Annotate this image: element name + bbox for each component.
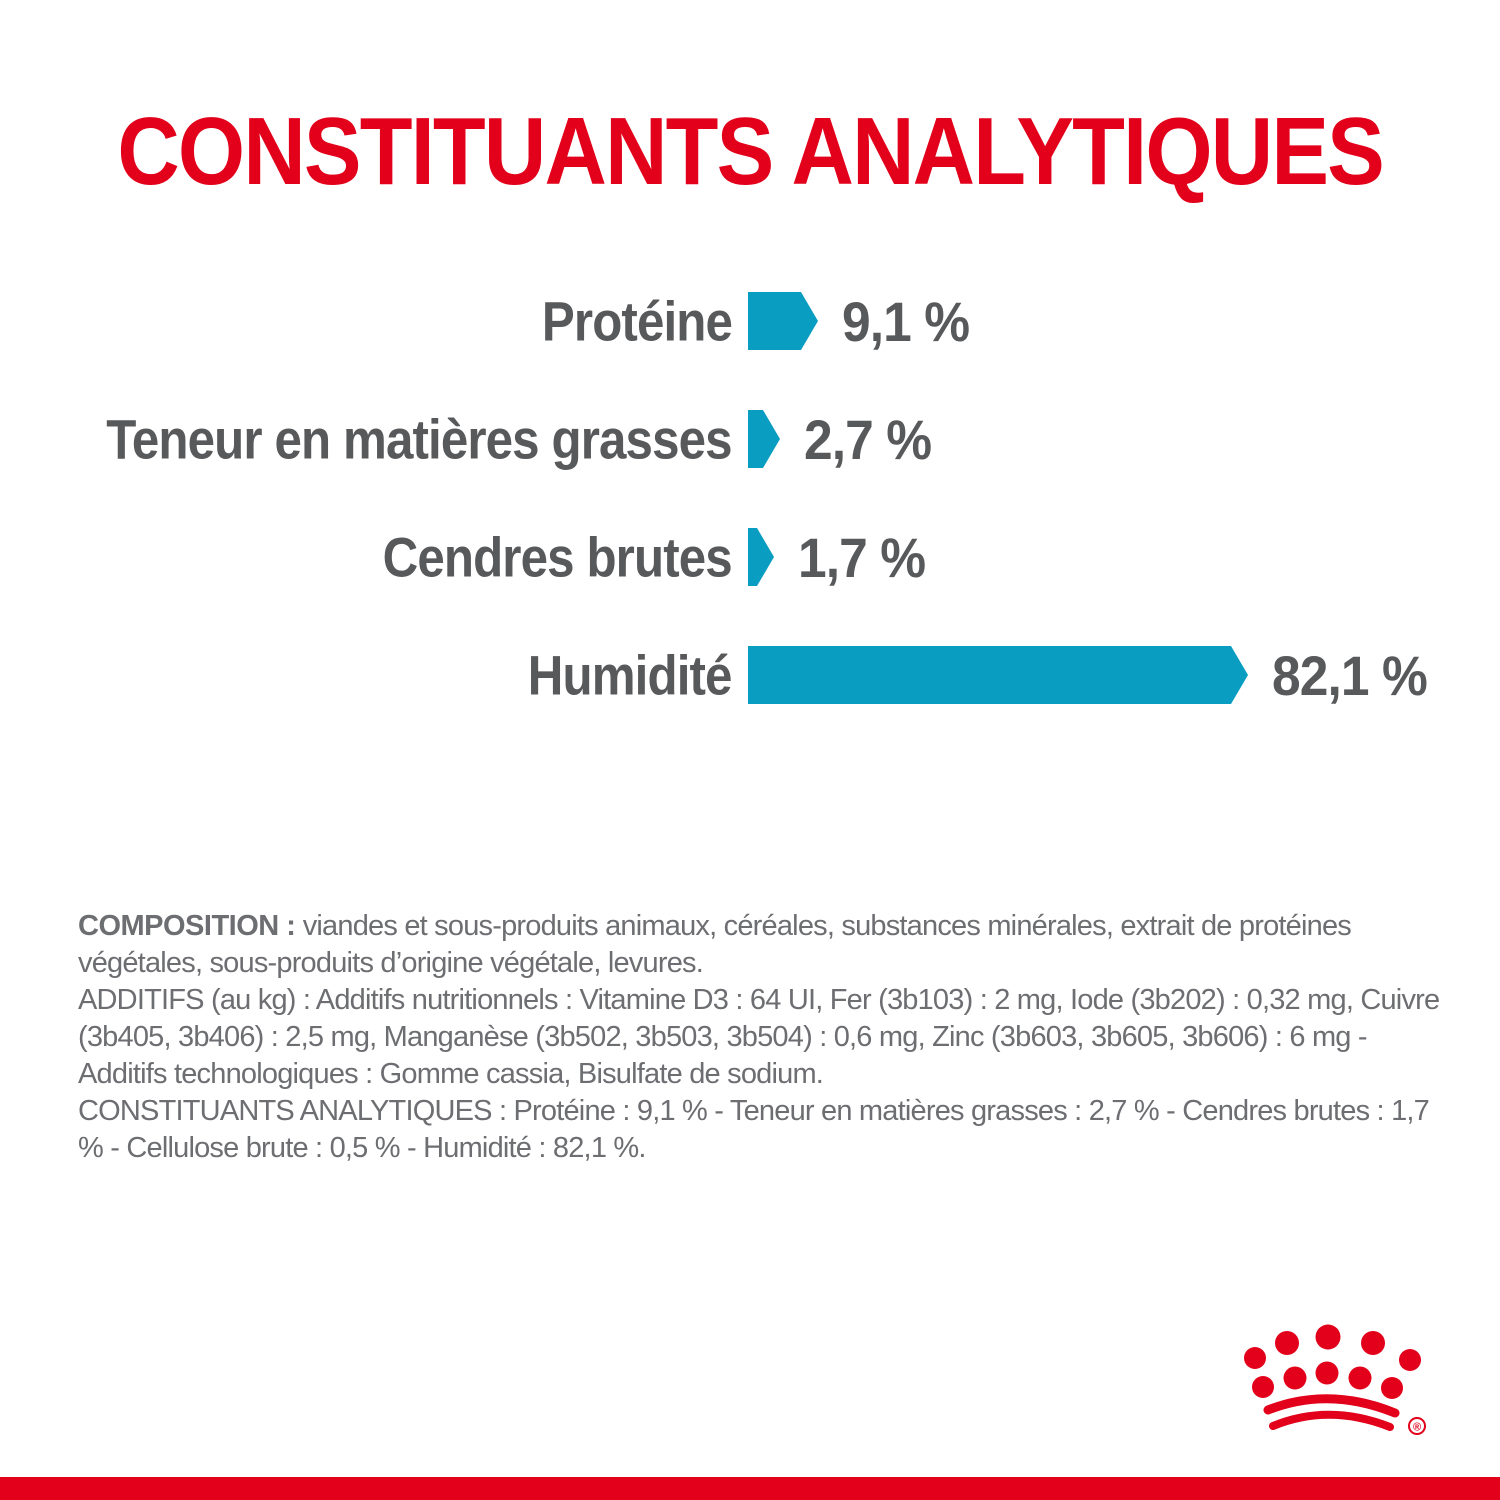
- constituent-value: 2,7 %: [804, 407, 932, 471]
- composition-label: COMPOSITION :: [78, 910, 296, 942]
- page-title: CONSTITUANTS ANALYTIQUES: [117, 98, 1384, 206]
- crown-dots: [1244, 1324, 1421, 1399]
- constituent-bar: [748, 646, 1248, 704]
- chart-row: Cendres brutes 1,7 %: [80, 498, 1500, 616]
- composition-text: viandes et sous-produits animaux, céréal…: [78, 910, 1352, 979]
- constituent-bar: [748, 292, 818, 350]
- constituent-value: 82,1 %: [1272, 643, 1428, 707]
- constituent-value: 1,7 %: [798, 525, 926, 589]
- composition-paragraph: COMPOSITION : viandes et sous-produits a…: [78, 908, 1453, 982]
- chart-row: Protéine 9,1 %: [80, 262, 1500, 380]
- constituants-paragraph: CONSTITUANTS ANALYTIQUES : Protéine : 9,…: [78, 1095, 1430, 1164]
- constituent-label: Cendres brutes: [382, 525, 733, 589]
- royal-canin-crown-logo: ®: [1244, 1324, 1426, 1435]
- constituent-label: Protéine: [541, 289, 733, 353]
- svg-text:®: ®: [1413, 1422, 1421, 1434]
- chart-row: Humidité 82,1 %: [80, 616, 1500, 734]
- footer-red-bar: [0, 1477, 1500, 1500]
- constituent-value: 9,1 %: [842, 289, 970, 353]
- constituent-bar: [748, 410, 780, 468]
- constituent-label: Humidité: [528, 643, 733, 707]
- constituent-bar: [748, 528, 774, 586]
- analytical-constituents-chart: Protéine 9,1 % Teneur en matières grasses 2…: [80, 262, 1500, 734]
- legal-text-block: COMPOSITION : viandes et sous-produits a…: [78, 908, 1453, 1167]
- additifs-paragraph: ADDITIFS (au kg) : Additifs nutritionnel…: [78, 984, 1440, 1090]
- constituent-label: Teneur en matières grasses: [106, 407, 733, 471]
- crown-arcs: [1263, 1394, 1400, 1431]
- chart-row: Teneur en matières grasses 2,7 %: [80, 380, 1500, 498]
- registered-trademark-icon: ®: [1408, 1417, 1426, 1435]
